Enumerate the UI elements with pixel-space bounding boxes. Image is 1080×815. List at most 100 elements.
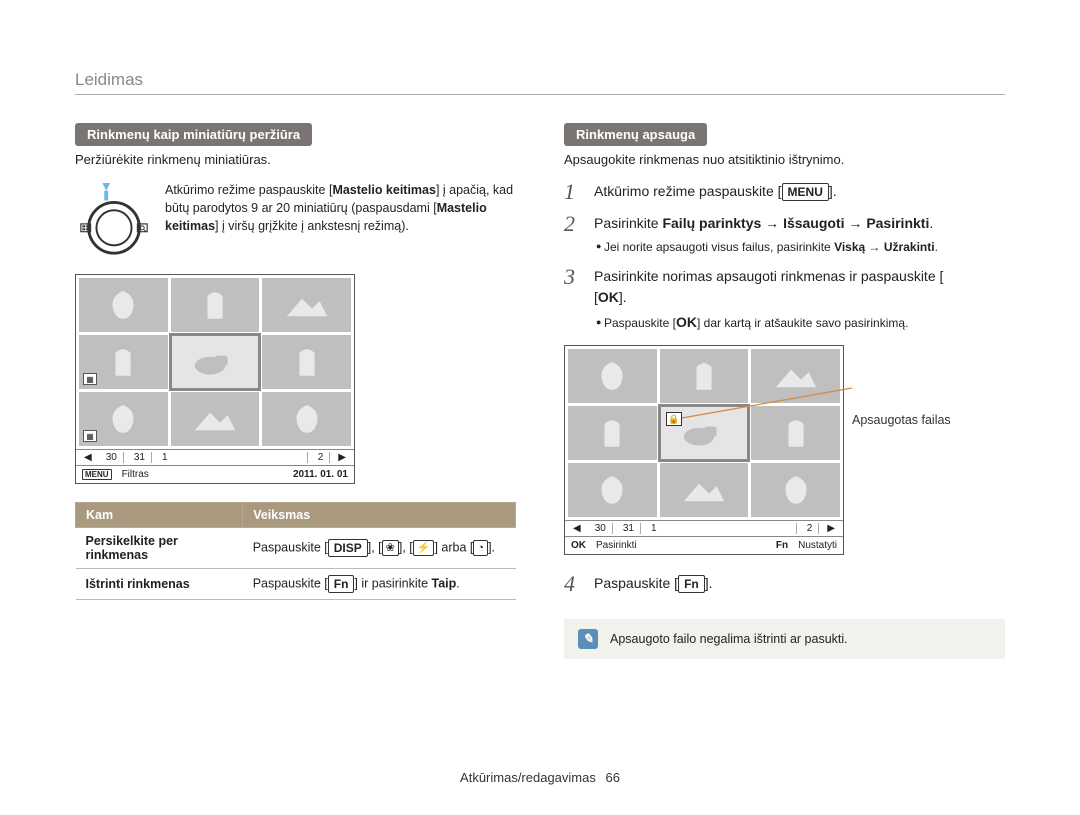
taip-label: Taip [432,576,457,590]
screen-bar: MENU Filtras 2011. 01. 01 [76,465,354,483]
dial-instruction: Atkūrimo režime paspauskite [Mastelio ke… [75,181,516,262]
protected-file-callout: Apsaugotas failas [852,413,951,427]
ok-label: OK [571,540,586,551]
foot-val: 31 [617,523,641,534]
right-arrow-icon: ▶ [823,523,839,534]
flash-icon: ⚡ [413,540,435,556]
txt: Paspauskite [ [253,540,328,554]
table-row: Ištrinti rinkmenas Paspauskite [Fn] ir p… [76,569,516,600]
thumb [171,392,260,446]
step-num: 1 [564,181,584,203]
dial-text-1: Atkūrimo režime paspauskite [ [165,183,332,197]
step-num: 2 [564,213,584,235]
left-section-title: Rinkmenų kaip miniatiūrų peržiūra [75,123,312,146]
footer-label: Atkūrimas/redagavimas [460,770,596,785]
menu-button-label: MENU [782,183,829,201]
thumb: ▦ [79,335,168,389]
step-body: Pasirinkite norimas apsaugoti rinkmenas … [594,266,1005,333]
screen-foot: ◀ 30 31 1 2 ▶ [565,520,843,536]
note-box: ✎ Apsaugoto failo negalima ištrinti ar p… [564,619,1005,659]
action-table: Kam Veiksmas Persikelkite per rinkmenas … [75,502,516,600]
thumb [568,406,657,460]
menu-label: MENU [82,469,112,480]
ok-button-label: OK [598,289,619,305]
step-body: Paspauskite [Fn]. [594,573,1005,594]
arrow: → [865,240,884,254]
thumb-grid: ▦ ▦ [76,275,354,449]
dial-b1: Mastelio keitimas [332,183,436,197]
right-column: Rinkmenų apsauga Apsaugokite rinkmenas n… [564,123,1005,659]
select-label: Pasirinkti [596,540,637,551]
lock-icon: ▦ [83,430,97,442]
txt: ]. [488,540,495,554]
step-num: 3 [564,266,584,288]
thumb [751,463,840,517]
r2c2: Paspauskite [Fn] ir pasirinkite Taip. [243,569,516,600]
txt: Atkūrimo režime paspauskite [ [594,183,782,199]
txt: ]. [829,183,837,199]
note-icon: ✎ [578,629,598,649]
dial-text: Atkūrimo režime paspauskite [Mastelio ke… [165,181,516,235]
txt: ], [ [368,540,382,554]
date-label: 2011. 01. 01 [293,469,348,480]
set-label: Nustatyti [798,540,837,551]
foot-val: 1 [645,523,797,534]
foot-val: 31 [128,452,152,463]
txt: Paspauskite [ [604,316,676,330]
note-text: Apsaugoto failo negalima ištrinti ar pas… [610,632,848,646]
ok-button-label: OK [676,314,697,330]
step-4: 4 Paspauskite [Fn]. [564,573,1005,595]
r1c2: Paspauskite [DISP], [❀], [⚡] arba [◔]. [243,528,516,569]
thumb [660,349,749,403]
b: Failų parinktys [662,215,761,231]
txt: ]. [705,575,713,591]
txt: ] ir pasirinkite [354,576,431,590]
right-screen-wrap: 🔒 ◀ 30 31 1 2 ▶ [564,343,1005,573]
txt: Pasirinkite [594,215,662,231]
step-body: Atkūrimo režime paspauskite [MENU]. [594,181,1005,202]
thumb [568,463,657,517]
txt: ] dar kartą ir atšaukite savo pasirinkim… [697,316,908,330]
thumb [751,406,840,460]
arrow: → [761,215,783,231]
thumb [262,392,351,446]
foot-val: 1 [156,452,308,463]
page-number: 66 [605,770,619,785]
step-sub: Paspauskite [OK] dar kartą ir atšaukite … [594,312,1005,333]
txt: ], [ [399,540,413,554]
left-intro: Peržiūrėkite rinkmenų miniatiūras. [75,152,516,167]
thumb-grid: 🔒 [565,346,843,520]
thumb [79,278,168,332]
content-columns: Rinkmenų kaip miniatiūrų peržiūra Peržiū… [75,123,1005,659]
step-1: 1 Atkūrimo režime paspauskite [MENU]. [564,181,1005,203]
txt: . [935,240,938,254]
disp-button-label: DISP [328,539,368,557]
thumb [660,463,749,517]
thumb-selected [171,335,260,389]
step-num: 4 [564,573,584,595]
thumb [568,349,657,403]
th-kam: Kam [76,503,243,528]
screen-bar: OK Pasirinkti Fn Nustatyti [565,536,843,554]
fn-button-label: Fn [328,575,355,593]
left-screen: ▦ ▦ ◀ 30 31 1 2 ▶ MENU Filtras [75,274,355,484]
protected-badge: 🔒 [666,412,682,426]
foot-val: 30 [589,523,613,534]
foot-val: 2 [801,523,820,534]
thumb [262,278,351,332]
thumb [262,335,351,389]
txt: ]. [619,289,627,305]
step-sub: Jei norite apsaugoti visus failus, pasir… [594,238,1005,256]
left-column: Rinkmenų kaip miniatiūrų peržiūra Peržiū… [75,123,516,659]
lock-icon: ▦ [83,373,97,385]
txt: Paspauskite [ [594,575,678,591]
thumb: ▦ [79,392,168,446]
page-header: Leidimas [75,70,1005,95]
txt: Paspauskite [ [253,576,328,590]
page-footer: Atkūrimas/redagavimas 66 [0,770,1080,785]
right-intro: Apsaugokite rinkmenas nuo atsitiktinio i… [564,152,1005,167]
step-3: 3 Pasirinkite norimas apsaugoti rinkmena… [564,266,1005,333]
timer-icon: ◔ [473,540,488,556]
b: Viską [834,240,865,254]
b: Išsaugoti [783,215,844,231]
